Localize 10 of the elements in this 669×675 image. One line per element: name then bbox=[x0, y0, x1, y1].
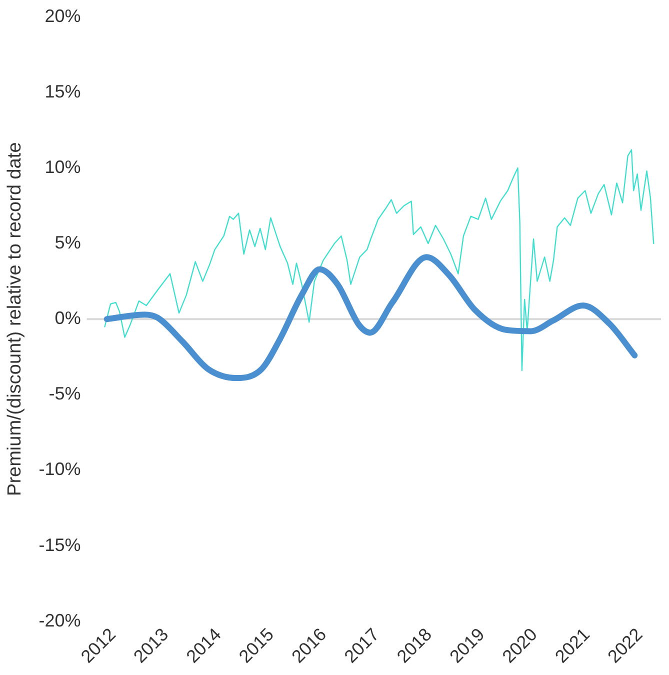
y-axis-title: Premium/(discount) relative to record date bbox=[4, 142, 26, 496]
y-tick-label: -20% bbox=[38, 610, 81, 630]
y-tick-label: -5% bbox=[48, 384, 81, 404]
y-tick-label: 20% bbox=[44, 6, 81, 26]
y-tick-label: 15% bbox=[44, 81, 81, 102]
y-tick-label: -10% bbox=[38, 459, 81, 480]
y-tick-label: 5% bbox=[54, 232, 81, 252]
y-tick-label: -15% bbox=[38, 534, 81, 555]
y-tick-label: 0% bbox=[54, 308, 81, 328]
y-tick-label: 10% bbox=[44, 156, 81, 177]
